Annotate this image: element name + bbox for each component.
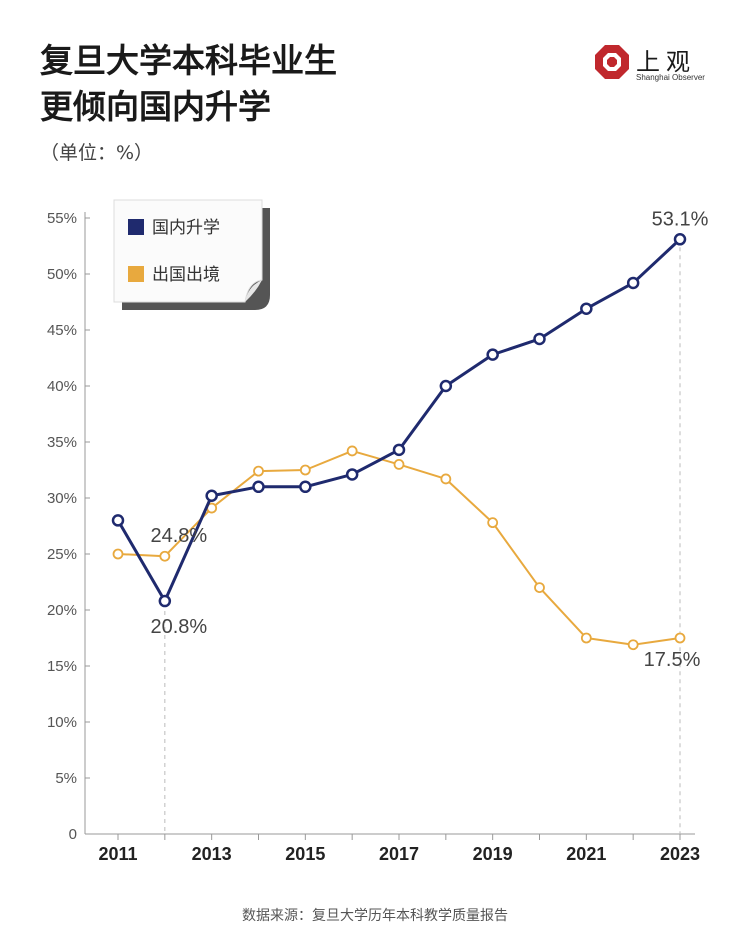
y-tick-label: 40%	[47, 378, 77, 395]
x-tick-label: 2015	[285, 844, 325, 864]
y-tick-label: 50%	[47, 266, 77, 283]
legend-label-domestic: 国内升学	[152, 218, 220, 238]
legend-curl	[245, 280, 262, 302]
data-point-abroad	[253, 465, 264, 477]
data-label: 20.8%	[150, 616, 207, 638]
x-tick-label: 2013	[192, 844, 232, 864]
data-point-domestic	[673, 233, 687, 246]
data-point-abroad	[487, 517, 499, 529]
legend-swatch-domestic	[128, 219, 144, 235]
data-point-domestic	[486, 348, 499, 361]
data-point-domestic	[299, 480, 312, 494]
data-point-abroad	[627, 639, 639, 651]
data-point-abroad	[159, 550, 171, 562]
title-line-1: 复旦大学本科毕业生	[40, 41, 337, 80]
x-tick-label: 2017	[379, 844, 419, 864]
data-point-domestic	[392, 443, 406, 457]
chart-series	[111, 233, 687, 651]
y-tick-label: 0	[69, 826, 77, 843]
chart-annotations: 53.1% 24.8% 20.8% 17.5%	[150, 208, 708, 671]
data-point-abroad	[674, 632, 686, 644]
y-tick-label: 20%	[47, 602, 77, 619]
legend-label-abroad: 出国出境	[152, 265, 220, 285]
x-tick-label: 2019	[473, 844, 513, 864]
page-title: 复旦大学本科毕业生 更倾向国内升学	[40, 38, 337, 130]
data-point-domestic	[205, 489, 218, 503]
y-tick-label: 55%	[47, 210, 77, 227]
data-point-abroad	[580, 632, 592, 644]
data-point-domestic	[580, 302, 593, 315]
data-point-abroad	[440, 473, 452, 485]
data-point-abroad	[346, 445, 358, 457]
x-tick-label: 2023	[660, 844, 700, 864]
logo-octagon-icon	[595, 45, 629, 79]
data-point-abroad	[393, 458, 405, 470]
source-note: 数据来源：复旦大学历年本科教学质量报告	[242, 908, 508, 924]
y-tick-label: 25%	[47, 546, 77, 563]
logo-subtitle: Shanghai Observer	[636, 73, 705, 82]
legend-card	[113, 199, 263, 303]
unit-label: （单位：%）	[40, 142, 154, 164]
y-tick-label: 10%	[47, 714, 77, 731]
logo: 上观 Shanghai Observer	[594, 42, 724, 88]
y-tick-label: 5%	[55, 770, 77, 787]
y-tick-label: 35%	[47, 434, 77, 451]
data-point-domestic	[533, 332, 546, 346]
data-point-domestic	[158, 594, 172, 608]
data-label: 17.5%	[644, 649, 701, 671]
data-point-domestic	[626, 276, 640, 290]
data-point-domestic	[252, 480, 265, 494]
legend-swatch-abroad	[128, 266, 144, 282]
data-label: 53.1%	[652, 208, 709, 230]
data-point-domestic	[111, 514, 125, 527]
data-point-domestic	[439, 379, 453, 393]
data-point-domestic	[345, 468, 359, 481]
chart-axes: 0 5% 10% 15% 20% 25% 30% 35% 40% 45% 50% 55% 2011 201…	[47, 210, 700, 864]
x-tick-label: 2021	[566, 844, 606, 864]
data-point-abroad	[299, 464, 311, 476]
data-point-abroad	[112, 548, 124, 560]
y-tick-label: 45%	[47, 322, 77, 339]
data-label: 24.8%	[150, 525, 207, 547]
y-tick-label: 30%	[47, 490, 77, 507]
title-line-2: 更倾向国内升学	[40, 87, 271, 126]
x-tick-label: 2011	[98, 844, 137, 864]
y-tick-label: 15%	[47, 658, 77, 675]
logo-name: 上观	[636, 48, 696, 76]
data-point-abroad	[534, 582, 545, 593]
chart-guides	[164, 239, 681, 834]
